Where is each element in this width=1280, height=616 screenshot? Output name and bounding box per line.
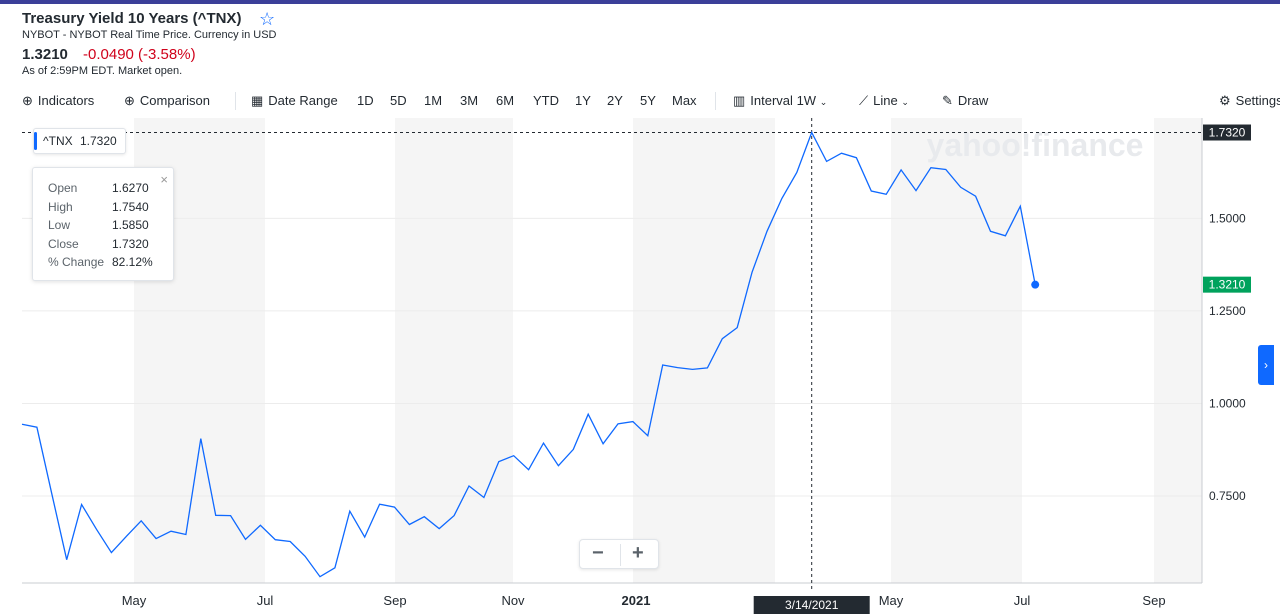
change-label: % Change — [48, 255, 105, 269]
calendar-icon: ▦ — [251, 93, 264, 108]
y-tick-label: 1.5000 — [1209, 211, 1246, 225]
month-band — [633, 118, 775, 583]
chevron-down-icon: ⌄ — [819, 97, 828, 107]
date-range-label: Date Range — [268, 93, 338, 108]
range-6m[interactable]: 6M — [496, 93, 515, 108]
low-label: Low — [48, 218, 71, 232]
comparison-label: Comparison — [139, 93, 210, 108]
low-value: 1.5850 — [112, 218, 149, 232]
close-icon[interactable]: × — [160, 172, 168, 187]
change-value: 82.12% — [112, 255, 153, 269]
y-tick-label: 0.7500 — [1209, 489, 1246, 503]
comparison-button[interactable]: ⊕ Comparison — [124, 93, 210, 109]
chart-toolbar: ⊕ Indicators ⊕ Comparison ▦ Date Range 1D 5… — [0, 88, 1280, 114]
close-value: 1.7320 — [112, 237, 149, 251]
pencil-icon: ✎ — [942, 93, 953, 108]
y-tick-label: 1.0000 — [1209, 396, 1246, 410]
page-title: Treasury Yield 10 Years (^TNX) — [22, 10, 242, 27]
range-2y[interactable]: 2Y — [607, 93, 623, 108]
plus-circle-icon: ⊕ — [22, 93, 33, 108]
settings-button[interactable]: ⚙ Settings — [1219, 93, 1280, 109]
close-label: Close — [48, 237, 79, 251]
x-tick-label: Nov — [501, 593, 525, 608]
interval-label: Interval — [750, 93, 793, 108]
last-point-marker — [1031, 280, 1040, 289]
range-1m[interactable]: 1M — [424, 93, 443, 108]
chart-type-dropdown[interactable]: ⟋ Line ⌄ — [859, 93, 909, 109]
watchlist-star-icon[interactable]: ☆ — [259, 9, 276, 29]
month-band — [395, 118, 513, 583]
x-tick-labels: May Jul Sep Nov 2021 May Jul Sep — [122, 593, 1166, 608]
x-tick-label: Jul — [1014, 593, 1031, 608]
draw-label: Draw — [957, 93, 989, 108]
plus-circle-icon: ⊕ — [124, 93, 135, 108]
expand-panel-button[interactable]: › — [1258, 345, 1274, 385]
top-accent-bar — [0, 0, 1280, 4]
hover-value-label: 1.7320 — [1209, 126, 1246, 140]
crosshair — [22, 118, 1202, 591]
line-chart-icon: ⟋ — [859, 93, 869, 108]
range-ytd[interactable]: YTD — [533, 93, 559, 108]
settings-label: Settings — [1235, 93, 1280, 108]
date-range-button[interactable]: ▦ Date Range — [251, 93, 338, 109]
toolbar-divider — [715, 92, 716, 110]
price-badges: 1.7320 1.3210 3/14/2021 — [753, 124, 1251, 614]
range-max[interactable]: Max — [672, 93, 697, 108]
interval-dropdown[interactable]: ▥ Interval 1W ⌄ — [733, 93, 827, 109]
interval-value: 1W — [796, 93, 817, 108]
x-tick-label: May — [879, 593, 904, 608]
month-band — [1154, 118, 1202, 583]
range-5y[interactable]: 5Y — [640, 93, 656, 108]
zoom-out-button[interactable]: − — [592, 542, 604, 564]
candles-icon: ▥ — [733, 93, 746, 108]
series-legend[interactable]: ^TNX 1.7320 — [33, 128, 126, 154]
range-1d[interactable]: 1D — [357, 93, 374, 108]
series-line — [21, 130, 1036, 578]
quote-subtitle: NYBOT - NYBOT Real Time Price. Currency … — [22, 29, 277, 41]
high-label: High — [48, 200, 73, 214]
chevron-right-icon: › — [1264, 358, 1268, 372]
toolbar-divider — [235, 92, 236, 110]
high-value: 1.7540 — [112, 200, 149, 214]
x-tick-label: 2021 — [622, 593, 651, 608]
legend-value: 1.7320 — [79, 134, 117, 148]
price-change: -0.0490 (-3.58%) — [83, 46, 196, 63]
hover-date-badge — [753, 596, 870, 614]
watermark-logo: yahoo!finance — [927, 127, 1144, 163]
market-status: As of 2:59PM EDT. Market open. — [22, 65, 183, 77]
price-chart[interactable]: yahoo!finance May Jul Sep Nov 2021 May Jul Sep … — [0, 118, 1280, 616]
month-band — [891, 118, 1022, 583]
y-tick-label: 1.2500 — [1209, 304, 1246, 318]
range-3m[interactable]: 3M — [460, 93, 479, 108]
zoom-control: − + — [579, 539, 659, 569]
hover-date-label: 3/14/2021 — [785, 598, 839, 612]
month-bands — [134, 118, 1202, 583]
x-tick-label: Sep — [383, 593, 406, 608]
indicators-button[interactable]: ⊕ Indicators — [22, 93, 94, 109]
hover-value-badge — [1203, 124, 1251, 141]
x-tick-label: Jul — [257, 593, 274, 608]
y-tick-labels: 0.7500 1.0000 1.2500 1.5000 — [1209, 211, 1246, 503]
chart-type-label: Line — [873, 93, 898, 108]
last-price-badge — [1203, 276, 1251, 293]
last-price-label: 1.3210 — [1209, 278, 1246, 292]
chevron-down-icon: ⌄ — [901, 97, 909, 107]
x-tick-label: Sep — [1142, 593, 1165, 608]
range-5d[interactable]: 5D — [390, 93, 407, 108]
ohlc-tooltip: × Open 1.6270 High 1.7540 Low 1.5850 Close 1… — [32, 167, 174, 281]
open-value: 1.6270 — [112, 181, 149, 195]
draw-button[interactable]: ✎ Draw — [942, 93, 988, 109]
zoom-in-button[interactable]: + — [632, 542, 644, 564]
grid-lines — [22, 217, 1202, 497]
x-tick-label: May — [122, 593, 147, 608]
indicators-label: Indicators — [37, 93, 95, 108]
current-price: 1.3210 — [22, 46, 68, 63]
chart-area[interactable]: yahoo!finance May Jul Sep Nov 2021 May Jul Sep … — [0, 118, 1280, 616]
gear-icon: ⚙ — [1219, 93, 1231, 108]
open-label: Open — [48, 181, 78, 195]
range-1y[interactable]: 1Y — [575, 93, 591, 108]
zoom-divider — [620, 544, 621, 566]
legend-symbol: ^TNX — [43, 134, 73, 148]
